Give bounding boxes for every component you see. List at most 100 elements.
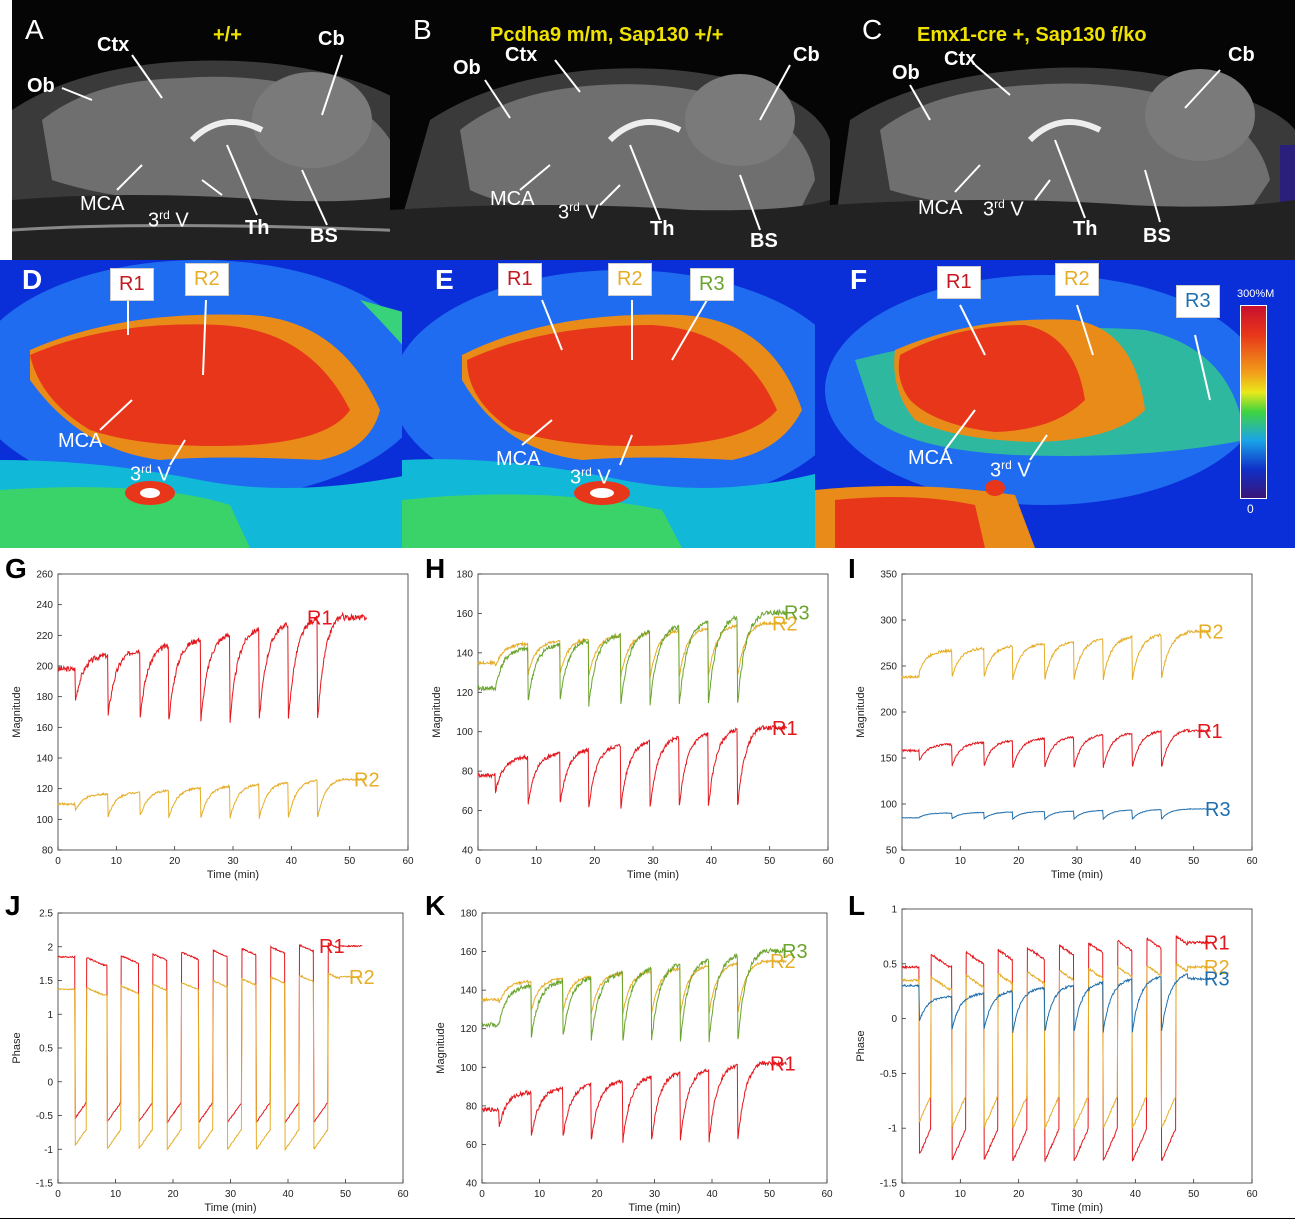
x-tick-label: 60 [402,856,414,867]
series-label-r3: R3 [784,603,810,625]
y-axis-title: Magnitude [11,686,23,737]
label-3rdv-d: 3rd V [130,462,171,486]
heatmap-panel-f [815,260,1295,548]
x-tick-label: 50 [764,1189,776,1200]
series-line-r2 [901,961,1211,1130]
x-axis-title: Time (min) [204,1202,256,1214]
x-tick-label: 30 [225,1189,237,1200]
x-tick-label: 60 [822,856,834,867]
label-cb-a: Cb [318,28,345,50]
label-cb-c: Cb [1228,44,1255,66]
y-tick-label: 160 [460,947,477,958]
panel-letter-a: A [25,14,44,45]
label-th-c: Th [1073,218,1098,240]
series-label-r2: R2 [1204,957,1230,979]
series-line-r2 [477,620,788,678]
bottom-rule [0,1218,1295,1219]
y-axis-title: Phase [11,1032,23,1063]
label-ob-c: Ob [892,62,920,84]
x-tick-label: 40 [1130,856,1142,867]
y-tick-label: 140 [460,986,477,997]
heatmap-image-d [0,260,432,548]
series-label-r1: R1 [770,1053,796,1075]
y-tick-label: -1 [888,1124,897,1135]
label-mca-c: MCA [918,197,963,219]
chart-svg-j: 0 10 20 30 40 50 60 -1.5 -1 -0.5 0 0.5 1 1.5 2 2.5 Time … [11,909,409,1215]
y-tick-label: 1 [891,905,897,916]
x-tick-label: 0 [55,856,61,867]
y-tick-label: 80 [462,767,474,778]
y-tick-label: 140 [36,754,53,765]
y-tick-label: -0.5 [880,1069,898,1080]
heatmap-image-e [402,260,830,548]
y-tick-label: 220 [36,631,53,642]
label-3rdv-c: 3rd V [983,197,1024,221]
y-tick-label: 200 [36,662,53,673]
label-bs-b: BS [750,230,778,252]
y-tick-label: 120 [456,688,473,699]
x-tick-label: 0 [475,856,481,867]
label-3rdv-b: 3rd V [558,200,599,224]
label-th-a: Th [245,217,270,239]
mri-image-c [830,0,1295,260]
label-3rdv-a: 3rd V [148,208,189,232]
chart-svg-l: 0 10 20 30 40 50 60 -1.5 -1 -0.5 0 0.5 1 Time (min) Ph… [855,905,1258,1215]
y-tick-label: 100 [36,815,53,826]
y-tick-label: 200 [880,708,897,719]
chart-h: 0 10 20 30 40 50 60 40 60 80 100 120 140 160 180 Time (… [420,560,840,890]
y-tick-label: 60 [466,1140,478,1151]
plot-frame [901,908,1253,1184]
mri-panel-a [12,0,432,260]
x-tick-label: 10 [110,1189,122,1200]
plot-frame [477,573,829,851]
series-line-r1 [57,611,368,723]
y-axis-title: Magnitude [855,686,867,737]
y-tick-label: 80 [42,846,54,857]
x-tick-label: 0 [479,1189,485,1200]
title-b: Pcdha9 m/m, Sap130 +/+ [490,24,724,46]
series-line-r2 [57,777,367,819]
y-tick-label: 260 [36,570,53,581]
series-line-r1 [901,935,1211,1162]
x-tick-label: 30 [227,856,239,867]
y-tick-label: 0.5 [39,1044,53,1055]
label-cb-b: Cb [793,44,820,66]
y-tick-label: 160 [36,723,53,734]
label-3rdv-e: 3rd V [570,465,611,489]
y-axis-title: Magnitude [431,686,443,737]
x-tick-label: 60 [1246,1189,1258,1200]
panel-letter-b: B [413,14,432,45]
y-tick-label: 350 [880,570,897,581]
heatmap-panel-d [0,260,432,548]
roi-label-r1-d: R1 [110,268,154,301]
x-tick-label: 60 [1246,856,1258,867]
y-tick-label: 150 [880,754,897,765]
y-tick-label: 60 [462,806,474,817]
label-mca-f: MCA [908,447,953,469]
x-tick-label: 0 [55,1189,61,1200]
label-ctx-b: Ctx [505,44,538,66]
label-mca-e: MCA [496,448,541,470]
x-axis-title: Time (min) [627,869,679,881]
series-label-r1: R1 [307,608,333,630]
plot-frame [901,573,1253,851]
series-line-r3 [901,808,1211,821]
chart-svg-g: 0 10 20 30 40 50 60 80 100 120 140 160 180 200 220 240 2… [11,570,414,882]
mri-image-a [12,0,432,260]
x-tick-label: 20 [1013,1189,1025,1200]
series-label-r2: R2 [770,951,796,973]
y-tick-label: 0 [47,1077,53,1088]
label-ctx-c: Ctx [944,48,977,70]
series-line-r3 [481,946,787,1043]
panel-letter-e: E [435,264,454,295]
y-tick-label: -1.5 [880,1179,898,1190]
series-label-r2: R2 [1198,621,1224,643]
label-mca-a: MCA [80,193,125,215]
chart-i: 0 10 20 30 40 50 60 50 100 150 200 250 300 350 Time (m… [840,560,1295,890]
series-line-r1 [481,1059,787,1143]
x-axis-title: Time (min) [1051,869,1103,881]
label-bs-c: BS [1143,225,1171,247]
series-line-r2 [481,959,787,1015]
x-tick-label: 20 [589,856,601,867]
x-tick-label: 30 [1071,856,1083,867]
